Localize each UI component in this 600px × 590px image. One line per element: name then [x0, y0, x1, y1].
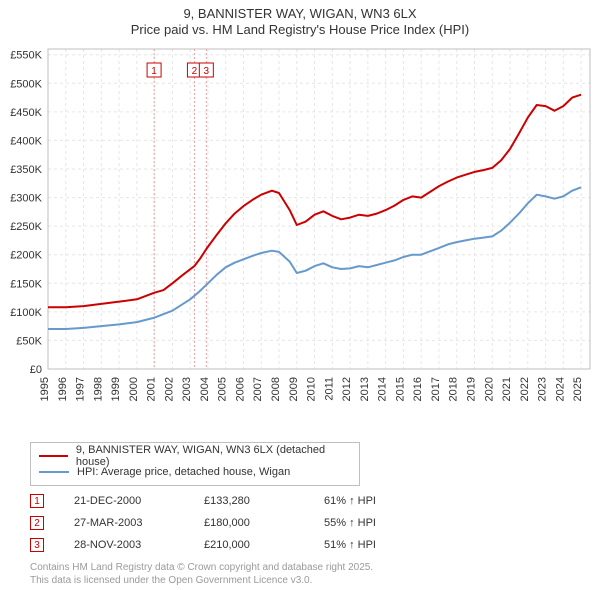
event-delta: 61% ↑ HPI: [324, 495, 434, 507]
svg-text:2025: 2025: [572, 377, 584, 401]
svg-text:1995: 1995: [39, 377, 51, 401]
svg-text:1998: 1998: [92, 377, 104, 401]
svg-text:2009: 2009: [288, 377, 300, 401]
legend-label: HPI: Average price, detached house, Wiga…: [77, 466, 290, 478]
svg-text:£50K: £50K: [16, 335, 42, 347]
svg-text:2017: 2017: [430, 377, 442, 401]
svg-text:2001: 2001: [146, 377, 158, 401]
svg-text:£350K: £350K: [10, 164, 42, 176]
svg-text:2015: 2015: [394, 377, 406, 401]
event-price: £180,000: [204, 517, 324, 529]
svg-text:£500K: £500K: [10, 78, 42, 90]
svg-text:2008: 2008: [270, 377, 282, 401]
svg-text:2004: 2004: [199, 377, 211, 401]
title-line-1: 9, BANNISTER WAY, WIGAN, WN3 6LX: [0, 6, 600, 22]
svg-text:£250K: £250K: [10, 221, 42, 233]
svg-text:2018: 2018: [448, 377, 460, 401]
legend-swatch: [39, 471, 69, 473]
svg-text:1996: 1996: [57, 377, 69, 401]
event-date: 21-DEC-2000: [74, 495, 204, 507]
footer-line-2: This data is licensed under the Open Gov…: [30, 575, 373, 588]
svg-text:£150K: £150K: [10, 278, 42, 290]
event-marker-badge: 1: [30, 494, 44, 508]
legend-item: 9, BANNISTER WAY, WIGAN, WN3 6LX (detach…: [39, 448, 351, 464]
svg-text:2023: 2023: [537, 377, 549, 401]
attribution-footer: Contains HM Land Registry data © Crown c…: [30, 562, 373, 587]
svg-text:2013: 2013: [359, 377, 371, 401]
svg-text:2005: 2005: [217, 377, 229, 401]
legend-label: 9, BANNISTER WAY, WIGAN, WN3 6LX (detach…: [76, 444, 351, 468]
event-row: 1 21-DEC-2000£133,28061% ↑ HPI: [30, 490, 434, 512]
event-marker-badge: 3: [30, 538, 44, 552]
footer-line-1: Contains HM Land Registry data © Crown c…: [30, 562, 373, 575]
svg-text:2014: 2014: [377, 377, 389, 401]
svg-text:1: 1: [151, 66, 157, 77]
chart-container: 9, BANNISTER WAY, WIGAN, WN3 6LX Price p…: [0, 0, 600, 590]
svg-text:£400K: £400K: [10, 135, 42, 147]
svg-text:2002: 2002: [163, 377, 175, 401]
svg-text:1999: 1999: [110, 377, 122, 401]
svg-text:2: 2: [192, 66, 198, 77]
event-row: 3 28-NOV-2003£210,00051% ↑ HPI: [30, 534, 434, 556]
event-date: 28-NOV-2003: [74, 539, 204, 551]
svg-text:£450K: £450K: [10, 106, 42, 118]
svg-text:2022: 2022: [519, 377, 531, 401]
svg-text:2010: 2010: [306, 377, 318, 401]
svg-text:£200K: £200K: [10, 249, 42, 261]
event-price: £210,000: [204, 539, 324, 551]
svg-text:£550K: £550K: [10, 49, 42, 61]
legend: 9, BANNISTER WAY, WIGAN, WN3 6LX (detach…: [30, 442, 360, 486]
svg-text:£300K: £300K: [10, 192, 42, 204]
svg-text:2012: 2012: [341, 377, 353, 401]
svg-text:3: 3: [204, 66, 210, 77]
svg-text:2011: 2011: [323, 377, 335, 401]
svg-text:2021: 2021: [501, 377, 513, 401]
svg-text:2007: 2007: [252, 377, 264, 401]
svg-text:2003: 2003: [181, 377, 193, 401]
svg-text:2019: 2019: [465, 377, 477, 401]
svg-text:2020: 2020: [483, 377, 495, 401]
event-price: £133,280: [204, 495, 324, 507]
event-marker-badge: 2: [30, 516, 44, 530]
title-line-2: Price paid vs. HM Land Registry's House …: [0, 22, 600, 38]
svg-text:2006: 2006: [234, 377, 246, 401]
legend-swatch: [39, 455, 68, 457]
event-date: 27-MAR-2003: [74, 517, 204, 529]
event-delta: 55% ↑ HPI: [324, 517, 434, 529]
svg-text:1997: 1997: [75, 377, 87, 401]
svg-text:2016: 2016: [412, 377, 424, 401]
event-row: 2 27-MAR-2003£180,00055% ↑ HPI: [30, 512, 434, 534]
price-events-table: 1 21-DEC-2000£133,28061% ↑ HPI 2 27-MAR-200…: [30, 490, 434, 556]
svg-text:2024: 2024: [554, 377, 566, 401]
svg-text:£100K: £100K: [10, 306, 42, 318]
svg-text:£0: £0: [30, 364, 42, 376]
chart-title: 9, BANNISTER WAY, WIGAN, WN3 6LX Price p…: [0, 0, 600, 39]
event-delta: 51% ↑ HPI: [324, 539, 434, 551]
line-chart: £0 £50K £100K £150K £200K £250K £300K £350K £400…: [0, 39, 600, 429]
svg-text:2000: 2000: [128, 377, 140, 401]
